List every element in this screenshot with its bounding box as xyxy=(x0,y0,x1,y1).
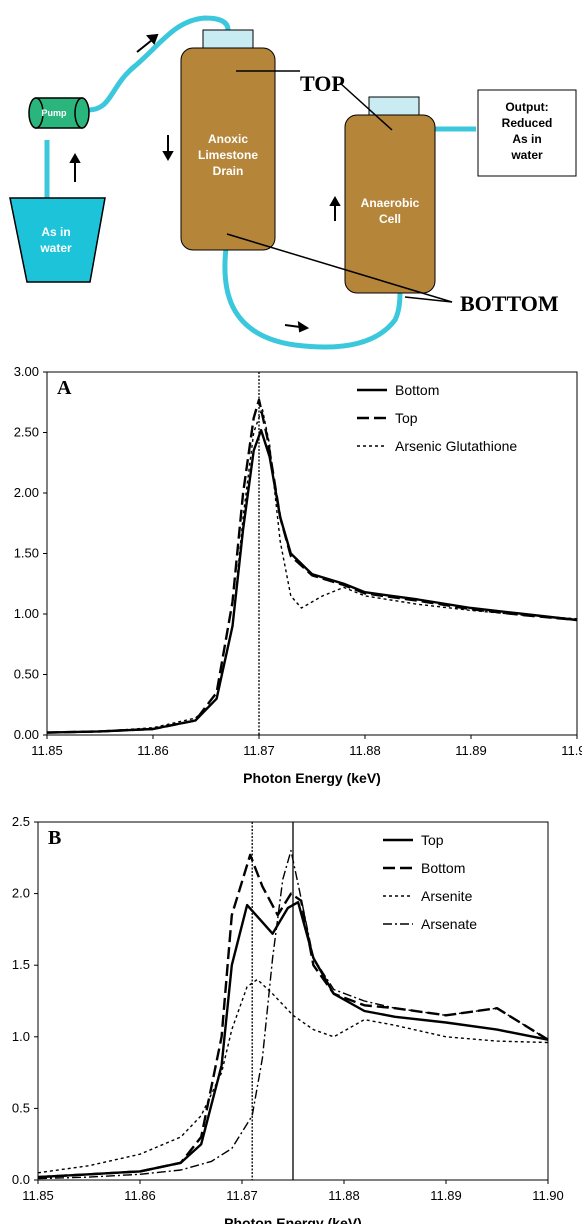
x-tick-label: 11.88 xyxy=(328,1188,360,1203)
output-line2: Reduced xyxy=(502,116,553,130)
arrow-right-bottom-head xyxy=(297,321,310,333)
arrow-right-bottom xyxy=(284,324,301,328)
cell-label-line1: Anaerobic xyxy=(361,196,420,210)
source-label-line1: As in xyxy=(41,225,70,239)
cell-cap xyxy=(368,96,420,118)
x-tick-label: 11.89 xyxy=(430,1188,462,1203)
top-label: TOP xyxy=(300,71,345,96)
arrow-up-cell-head xyxy=(329,195,341,206)
legend-label: Arsenic Glutathione xyxy=(395,438,517,454)
series-line-top xyxy=(46,398,578,734)
drain-tank xyxy=(180,47,276,251)
y-tick-label: 0.50 xyxy=(14,667,39,682)
y-tick-label: 0.5 xyxy=(12,1100,30,1115)
legend-label: Arsenite xyxy=(421,888,473,904)
x-axis-title: Photon Energy (keV) xyxy=(243,770,381,786)
y-tick-label: 2.0 xyxy=(12,886,30,901)
x-tick-label: 11.86 xyxy=(137,743,169,758)
legend-label: Bottom xyxy=(421,860,465,876)
series-line-bottom xyxy=(46,428,578,734)
x-tick-label: 11.89 xyxy=(455,743,487,758)
arrow-down-drain-head xyxy=(162,151,174,162)
x-tick-label: 11.87 xyxy=(226,1188,258,1203)
x-tick-label: 11.85 xyxy=(22,1188,54,1203)
y-tick-label: 1.50 xyxy=(14,546,39,561)
drain-label-line2: Limestone xyxy=(198,148,258,162)
y-tick-label: 2.00 xyxy=(14,485,39,500)
legend-label: Top xyxy=(421,832,444,848)
arrow-diag-head xyxy=(146,33,159,45)
y-tick-label: 3.00 xyxy=(14,364,39,379)
chart-b: 0.0 0.5 1.0 1.5 2.0 2.5 11.85 11.86 11.87 11.88 11… xyxy=(12,814,564,1224)
output-line4: water xyxy=(510,148,543,162)
x-tick-label: 11.87 xyxy=(243,743,275,758)
legend-label: Top xyxy=(395,410,418,426)
y-tick-label: 0.0 xyxy=(12,1172,30,1187)
bottom-pointer-cell xyxy=(404,296,453,303)
plot-frame xyxy=(46,371,578,736)
cell-label-line2: Cell xyxy=(379,212,401,226)
panel-label: B xyxy=(48,827,61,849)
drain-cap xyxy=(202,29,254,51)
output-line1: Output: xyxy=(505,100,548,114)
bottom-label: BOTTOM xyxy=(460,291,559,316)
drain-label-line3: Drain xyxy=(213,164,244,178)
top-pointer-cell xyxy=(339,82,393,131)
x-tick-label: 11.85 xyxy=(31,743,63,758)
drain-label-line1: Anoxic xyxy=(208,132,248,146)
y-tick-label: 2.50 xyxy=(14,425,39,440)
y-tick-label: 2.5 xyxy=(12,814,30,829)
legend-label: Arsenate xyxy=(421,916,477,932)
x-axis-title: Photon Energy (keV) xyxy=(224,1215,362,1224)
output-box xyxy=(477,89,577,177)
bottom-pointer-drain xyxy=(226,233,453,303)
x-tick-label: 11.86 xyxy=(124,1188,156,1203)
x-tick-label: 11.88 xyxy=(349,743,381,758)
cell-tank xyxy=(344,114,436,294)
y-tick-label: 1.0 xyxy=(12,1029,30,1044)
y-tick-label: 1.5 xyxy=(12,957,30,972)
pipe-drain-to-cell xyxy=(222,247,403,350)
source-label-line2: water xyxy=(39,241,72,255)
panel-label: A xyxy=(57,377,72,399)
output-line3: As in xyxy=(512,132,541,146)
pipe-pump-to-drain xyxy=(87,15,231,113)
chart-a: 0.00 0.50 1.00 1.50 2.00 2.50 3.00 11.85 11.86 11… xyxy=(14,364,582,786)
x-tick-label: 11.90 xyxy=(561,743,582,758)
series-line-arsenic-glutathione xyxy=(46,407,578,734)
flow-arrows xyxy=(69,33,341,333)
arrow-diag xyxy=(136,39,153,53)
flow-diagram: As in water Pump Anoxic Limestone Drain … xyxy=(9,15,577,350)
source-container xyxy=(9,197,106,283)
legend-label: Bottom xyxy=(395,382,439,398)
series-line-arsenite xyxy=(37,978,549,1174)
arrow-up-source-head xyxy=(69,152,81,163)
series-line-arsenate xyxy=(37,849,549,1180)
y-tick-label: 0.00 xyxy=(14,727,39,742)
pump: Pump xyxy=(28,97,90,129)
pump-label: Pump xyxy=(41,108,67,118)
x-tick-label: 11.90 xyxy=(532,1188,564,1203)
y-tick-label: 1.00 xyxy=(14,606,39,621)
